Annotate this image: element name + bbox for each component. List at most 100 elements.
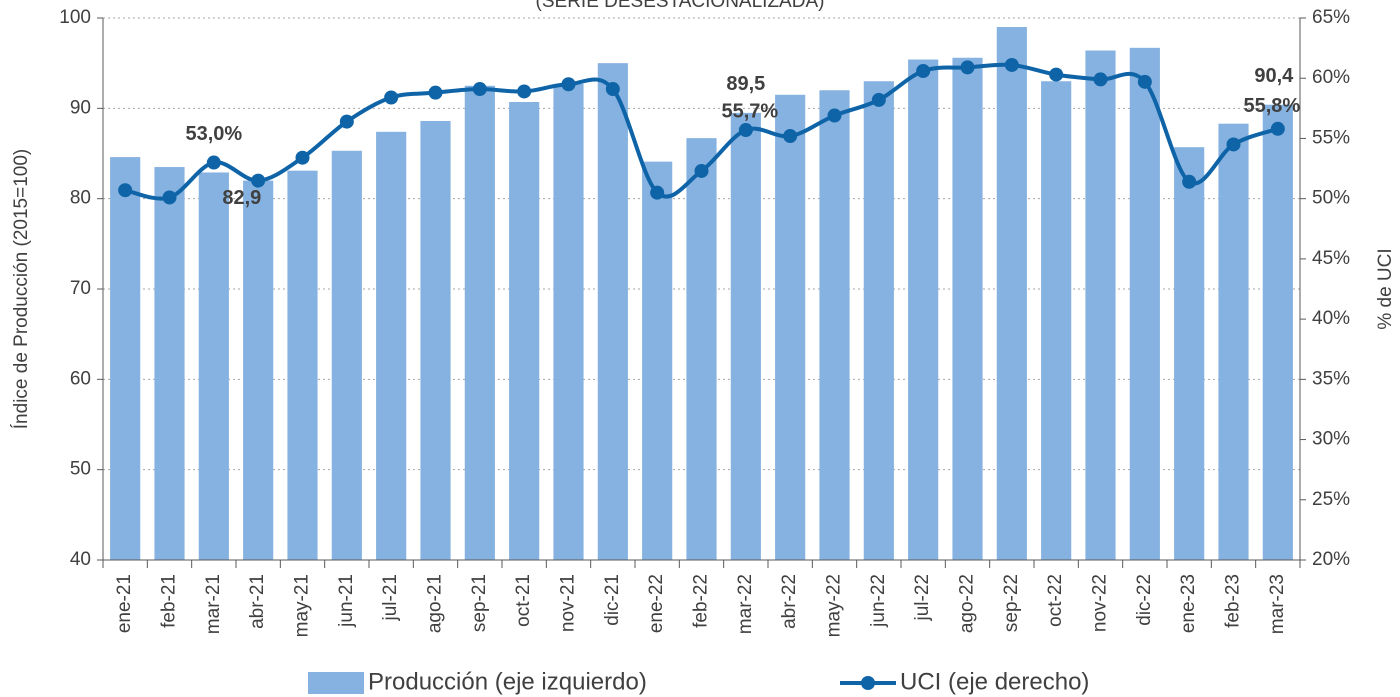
line-marker [1049, 67, 1064, 82]
line-marker [783, 129, 798, 144]
bar [775, 94, 806, 561]
y-tick-label: 60 [70, 368, 91, 389]
legend-swatch [861, 676, 875, 690]
line-marker [472, 82, 487, 97]
data-label: 90,4 [1254, 65, 1294, 87]
y2-tick-label: 45% [1312, 248, 1350, 269]
line-marker [650, 185, 665, 200]
line-marker [251, 173, 266, 188]
y2-tick-label: 35% [1312, 368, 1350, 389]
y2-tick-label: 55% [1312, 127, 1350, 148]
bar [110, 157, 141, 560]
line-marker [1270, 121, 1285, 136]
y-tick-label: 100 [59, 7, 91, 28]
y2-tick-label: 40% [1312, 308, 1350, 329]
line-marker [1137, 74, 1152, 89]
bar [952, 57, 983, 560]
x-tick-label: jun-22 [868, 574, 889, 628]
x-tick-label: ago-21 [425, 574, 446, 633]
x-tick-label: jul-22 [912, 574, 933, 621]
legend-label: Producción (eje izquierdo) [368, 668, 647, 695]
y-tick-label: 40 [70, 549, 91, 570]
x-tick-label: mar-21 [203, 574, 224, 634]
data-label: 55,7% [721, 100, 778, 122]
line-marker [1226, 137, 1241, 152]
line-marker [428, 85, 443, 100]
y2-tick-label: 25% [1312, 489, 1350, 510]
legend-swatch [308, 672, 364, 694]
line-marker [916, 63, 931, 78]
x-tick-label: ene-23 [1178, 574, 1199, 633]
line-marker [1004, 57, 1019, 72]
line-marker [1182, 174, 1197, 189]
y2-tick-label: 50% [1312, 188, 1350, 209]
bar [686, 138, 717, 561]
bar [376, 131, 407, 560]
x-tick-label: abr-21 [247, 574, 268, 629]
bar [509, 102, 540, 560]
x-tick-label: sep-22 [1001, 574, 1022, 632]
x-tick-label: may-22 [824, 574, 845, 637]
x-tick-label: mar-23 [1267, 574, 1288, 634]
bar [730, 112, 761, 560]
line-marker [1093, 72, 1108, 87]
bar [1262, 104, 1293, 560]
bar [908, 59, 939, 560]
x-tick-label: nov-21 [558, 574, 579, 632]
y2-tick-label: 20% [1312, 549, 1350, 570]
bar [1129, 47, 1160, 561]
x-tick-label: oct-22 [1045, 574, 1066, 627]
x-tick-label: jul-21 [380, 574, 401, 621]
y-tick-label: 90 [70, 97, 91, 118]
line-marker [827, 108, 842, 123]
line-marker [206, 155, 221, 170]
line-marker [339, 114, 354, 129]
data-label: 53,0% [185, 123, 242, 145]
data-label: 89,5 [726, 73, 765, 95]
bar [464, 85, 495, 560]
line-marker [384, 90, 399, 105]
line-marker [605, 82, 620, 97]
line-marker [561, 77, 576, 92]
bar [553, 83, 584, 561]
line-marker [960, 60, 975, 75]
bar [1218, 123, 1249, 560]
x-tick-label: nov-22 [1090, 574, 1111, 632]
bar [863, 81, 894, 560]
line-marker [162, 190, 177, 205]
line-marker [871, 92, 886, 107]
x-tick-label: dic-21 [602, 574, 623, 626]
line-marker [295, 150, 310, 165]
y2-tick-label: 30% [1312, 429, 1350, 450]
bar [597, 63, 628, 561]
bar [819, 90, 850, 561]
line-marker [694, 163, 709, 178]
x-tick-label: feb-21 [159, 574, 180, 628]
bar [1085, 50, 1116, 561]
bar [331, 150, 362, 561]
x-tick-label: may-21 [292, 574, 313, 637]
data-label: 55,8% [1243, 95, 1300, 117]
y-axis-label: Índice de Producción (2015=100) [11, 149, 32, 429]
y-tick-label: 50 [70, 459, 91, 480]
legend-label: UCI (eje derecho) [900, 668, 1089, 695]
y-tick-label: 80 [70, 188, 91, 209]
data-label: 82,9 [222, 187, 261, 209]
x-tick-label: ene-21 [114, 574, 135, 633]
bar [642, 161, 673, 560]
bar [1041, 81, 1072, 560]
x-tick-label: jun-21 [336, 574, 357, 628]
x-tick-label: mar-22 [735, 574, 756, 634]
y2-tick-label: 65% [1312, 7, 1350, 28]
x-tick-label: ene-22 [646, 574, 667, 633]
chart-subtitle: (SERIE DESESTACIONALIZADA) [536, 0, 825, 12]
bar [1174, 147, 1205, 560]
x-tick-label: sep-21 [469, 574, 490, 632]
x-tick-label: abr-22 [779, 574, 800, 629]
x-tick-label: feb-22 [691, 574, 712, 628]
y2-tick-label: 60% [1312, 67, 1350, 88]
bar [243, 180, 274, 560]
y2-axis-label: % de UCI [1375, 248, 1396, 329]
x-tick-label: ago-22 [957, 574, 978, 633]
